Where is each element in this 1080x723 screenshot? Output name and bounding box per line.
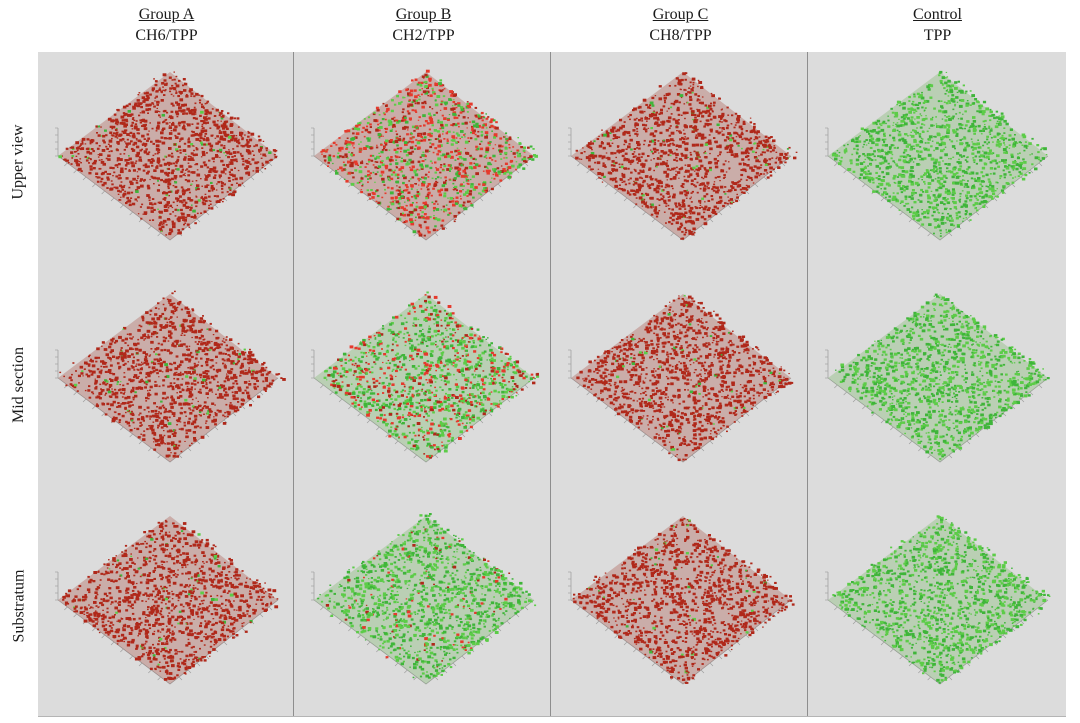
biofilm-render-group-c-substratum <box>551 496 807 716</box>
row-label-mid-section: Mid section <box>0 275 38 495</box>
biofilm-surface <box>828 294 1048 462</box>
biofilm-3d-plot <box>825 70 1049 241</box>
column-divider <box>807 52 808 716</box>
axis-ticks <box>568 127 786 237</box>
column-header-group-b: Group B CH2/TPP <box>295 4 552 46</box>
biofilm-cells <box>832 515 1051 684</box>
row-label-text: Upper view <box>10 124 27 200</box>
grid-bottom-border <box>38 716 1066 717</box>
biofilm-3d-plot <box>311 69 538 241</box>
biofilm-cells <box>323 291 540 459</box>
group-label: Group B <box>395 6 452 23</box>
axis-ticks <box>568 571 786 681</box>
row-label-text: Mid section <box>10 347 27 423</box>
biofilm-surface <box>828 72 1048 240</box>
biofilm-cells <box>62 519 279 681</box>
biofilm-cells <box>572 518 795 684</box>
biofilm-3d-plot <box>55 71 279 241</box>
axis-ticks <box>311 349 529 459</box>
biofilm-render-group-b-mid-section <box>294 274 550 494</box>
biofilm-cells <box>320 69 538 237</box>
biofilm-cells <box>835 293 1050 460</box>
biofilm-render-group-c-upper-view <box>551 52 807 272</box>
biofilm-render-group-a-substratum <box>38 496 294 716</box>
biofilm-3d-plot <box>55 516 279 685</box>
biofilm-3d-plot <box>311 291 540 463</box>
biofilm-render-control-substratum <box>808 496 1064 716</box>
biofilm-3d-plot <box>568 516 795 685</box>
treatment-label: TPP <box>923 27 952 44</box>
axis-ticks <box>568 349 786 459</box>
biofilm-3d-plot <box>568 294 794 463</box>
treatment-label: CH8/TPP <box>649 27 712 44</box>
axis-ticks <box>55 127 273 237</box>
biofilm-render-group-b-substratum <box>294 496 550 716</box>
column-header-group-a: Group A CH6/TPP <box>38 4 295 46</box>
biofilm-render-control-mid-section <box>808 274 1064 494</box>
biofilm-3d-plot <box>55 290 286 463</box>
treatment-label: CH2/TPP <box>392 27 455 44</box>
row-label-text: Substratum <box>10 569 28 643</box>
group-label: Group A <box>138 6 195 23</box>
column-header-group-c: Group C CH8/TPP <box>552 4 809 46</box>
biofilm-3d-plot <box>825 293 1050 463</box>
biofilm-render-group-a-upper-view <box>38 52 294 272</box>
biofilm-cells <box>575 72 798 240</box>
biofilm-cells <box>58 71 278 236</box>
biofilm-3d-plot <box>825 515 1051 685</box>
biofilm-render-control-upper-view <box>808 52 1064 272</box>
biofilm-cells <box>317 513 537 679</box>
column-header-control: Control TPP <box>809 4 1066 46</box>
biofilm-surface <box>571 294 791 462</box>
axis-ticks <box>825 571 1043 681</box>
biofilm-render-group-c-mid-section <box>551 274 807 494</box>
group-label: Control <box>913 6 962 23</box>
biofilm-render-group-a-mid-section <box>38 274 294 494</box>
biofilm-cells <box>59 290 286 458</box>
biofilm-cells <box>831 70 1048 237</box>
column-divider <box>550 52 551 716</box>
row-label-upper-view: Upper view <box>0 52 38 272</box>
biofilm-3d-plot <box>311 513 537 685</box>
column-divider <box>293 52 294 716</box>
group-label: Group C <box>652 6 709 23</box>
biofilm-cells <box>576 294 794 462</box>
biofilm-render-group-b-upper-view <box>294 52 550 272</box>
biofilm-3d-plot <box>568 72 798 241</box>
treatment-label: CH6/TPP <box>135 27 198 44</box>
biofilm-surface <box>828 516 1048 684</box>
row-label-substratum: Substratum <box>0 496 38 716</box>
